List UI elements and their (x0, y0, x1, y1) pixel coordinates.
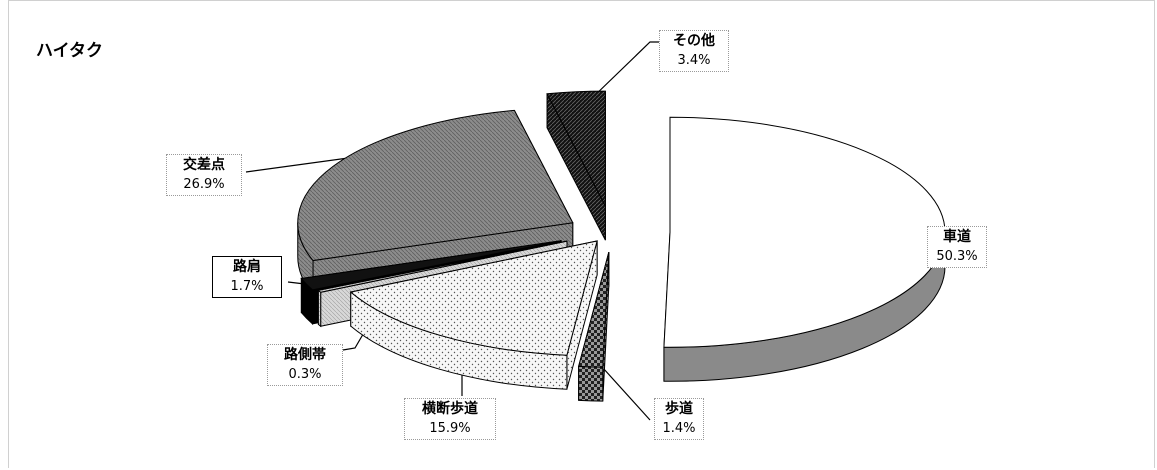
pie-top-sonota (546, 90, 606, 207)
leader-line-sonota (589, 41, 659, 101)
slice-label-shadou: 車道 50.3% (927, 226, 987, 268)
chart-title: ハイタク (36, 41, 103, 61)
chart-frame (8, 0, 1155, 468)
pie-slice-sonota (546, 90, 606, 241)
pie-slice-hodou (577, 251, 610, 402)
slice-label-rosokutai: 路側帯 0.3% (267, 344, 343, 386)
pie-side-rosokutai (317, 289, 322, 328)
pie-top-hodou (577, 251, 610, 368)
pie-slices (297, 90, 946, 402)
pie-top-rosokutai (317, 240, 568, 293)
slice-label-rokata: 路肩 1.7% (212, 256, 282, 298)
pie-top-rokata (300, 240, 562, 291)
pie-slice-shadou (663, 116, 946, 382)
pie-slice-oudanhodou (349, 240, 598, 390)
slice-label-kousaten: 交差点 26.9% (166, 154, 242, 196)
slice-label-sonota: その他 3.4% (659, 30, 729, 72)
slice-label-oudanhodou: 横断歩道 15.9% (404, 398, 496, 440)
pie-top-kousaten (297, 109, 574, 262)
pie-top-oudanhodou (349, 240, 598, 356)
leader-line-hodou (602, 367, 651, 421)
pie-side-hodou (578, 365, 604, 402)
slice-label-hodou: 歩道 1.4% (654, 398, 704, 440)
